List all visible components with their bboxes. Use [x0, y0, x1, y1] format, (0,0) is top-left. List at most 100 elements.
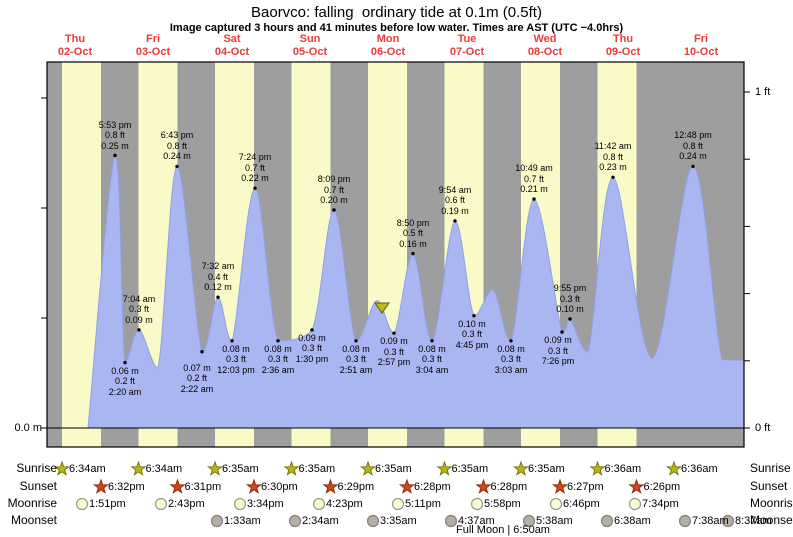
tide-point-dot	[276, 339, 280, 343]
moonset-time: 6:38am	[614, 515, 651, 527]
tide-label-line: 1:30 pm	[295, 353, 329, 364]
tide-label-line: 0.23 m	[599, 162, 627, 173]
moonrise-icon	[312, 497, 326, 511]
sunset-icon	[169, 478, 186, 494]
tide-point-dot	[113, 153, 117, 158]
tide-label-line: 0.09 m	[544, 335, 572, 346]
tide-label-line: 0.3 ft	[301, 343, 322, 354]
day-date: 08-Oct	[527, 45, 563, 58]
moon-phase-label: Full Moon | 6:50am	[456, 524, 550, 536]
tide-label-line: 0.8 ft	[166, 140, 187, 151]
current-tide-marker	[374, 302, 390, 314]
tide-label-line: 0.8 ft	[682, 140, 703, 151]
tide-label-line: 0.09 m	[380, 336, 408, 347]
sunrise-time: 6:36am	[681, 463, 718, 475]
sunset-icon	[322, 478, 339, 494]
tide-point-dot	[392, 331, 396, 335]
tide-low-label: 0.08 m 0.3 ft 12:03 pm	[191, 344, 281, 376]
astro-row-label-left-sunrise: Sunrise	[16, 461, 57, 475]
moonset-icon	[721, 514, 735, 528]
tide-point-dot	[310, 328, 314, 332]
sunset-time: 6:30pm	[261, 481, 298, 493]
moonset-icon	[366, 514, 380, 528]
day-name: Mon	[376, 33, 400, 45]
tide-label-line: 9:55 pm	[553, 283, 587, 293]
day-date: 03-Oct	[135, 45, 171, 58]
tide-label-line: 0.06 m	[111, 365, 139, 376]
day-date: 02-Oct	[57, 45, 93, 58]
sunset-time: 6:32pm	[108, 481, 145, 493]
tide-low-label: 0.06 m 0.2 ft 2:20 am	[80, 366, 170, 398]
sunrise-icon	[589, 460, 606, 476]
tide-label-line: 7:04 am	[122, 293, 156, 304]
tide-label-line: 12:48 pm	[674, 130, 712, 141]
sunrise-icon	[359, 460, 377, 476]
tide-label-line: 0.6 ft	[444, 195, 465, 206]
tide-low-label: 0.08 m 0.3 ft 2:36 am	[233, 344, 323, 376]
chart-title: Baorvco: falling ordinary tide at 0.1m (…	[251, 4, 542, 21]
sunrise-icon	[512, 460, 530, 476]
day-header: Fri 10-Oct	[666, 33, 736, 58]
moonset-icon	[522, 514, 536, 528]
day-name: Sat	[223, 33, 241, 45]
sunset-time: 6:29pm	[337, 481, 375, 493]
tide-label-line: 5:53 pm	[98, 119, 132, 130]
day-name: Fri	[693, 33, 709, 45]
day-header: Thu 09-Oct	[588, 33, 658, 58]
tide-label-line: 0.2 ft	[186, 373, 207, 384]
tide-label-line: 0.7 ft	[244, 162, 265, 173]
tide-label-line: 0.07 m	[183, 362, 211, 373]
astro-row-label-left-moonrise: Moonrise	[7, 496, 57, 510]
tide-low-label: 0.09 m 0.3 ft 1:30 pm	[267, 333, 357, 365]
tide-label-line: 0.3 ft	[421, 354, 442, 365]
tide-high-label: 6:43 pm 0.8 ft 0.24 m	[132, 130, 222, 162]
day-name: Fri	[145, 33, 161, 45]
tide-label-line: 0.8 ft	[602, 151, 623, 162]
sunset-icon	[92, 478, 110, 494]
tide-low-label: 0.07 m 0.2 ft 2:22 am	[152, 363, 242, 395]
moonrise-icon	[75, 497, 89, 511]
tide-label-line: 2:20 am	[108, 386, 142, 397]
sunrise-time: 6:35am	[375, 463, 412, 475]
tide-label-line: 0.16 m	[399, 238, 427, 249]
tide-label-line: 9:54 am	[438, 184, 472, 195]
sunset-icon	[628, 478, 645, 494]
astro-row-label-right-moonrise: Moonrise	[750, 496, 793, 510]
tide-high-label: 9:55 pm 0.3 ft 0.10 m	[525, 283, 615, 315]
day-name: Wed	[533, 33, 557, 45]
tide-label-line: 0.09 m	[298, 332, 326, 343]
tide-label-line: 0.2 ft	[114, 376, 135, 387]
moonset-time: 2:34am	[302, 515, 339, 527]
day-date: 10-Oct	[683, 45, 719, 58]
plot-border	[46, 61, 745, 448]
tide-label-line: 6:43 pm	[160, 130, 194, 141]
tide-point-dot	[430, 339, 434, 343]
tide-high-label: 7:04 am 0.3 ft 0.09 m	[94, 294, 184, 326]
sunset-time: 6:28pm	[414, 481, 451, 493]
moonrise-time: 7:34pm	[642, 498, 679, 510]
sunset-time: 6:31pm	[184, 481, 222, 493]
tide-label-line: 11:42 am	[594, 141, 632, 152]
day-date: 09-Oct	[605, 45, 641, 58]
day-date: 06-Oct	[370, 45, 406, 58]
tide-label-line: 0.4 ft	[207, 271, 228, 282]
tide-label-line: 0.10 m	[458, 318, 486, 329]
tide-label-line: 0.7 ft	[323, 184, 344, 195]
day-header: Sat 04-Oct	[197, 33, 267, 58]
moonrise-time: 2:43pm	[168, 498, 205, 510]
tide-label-line: 0.12 m	[204, 282, 232, 293]
tide-label-line: 0.3 ft	[345, 354, 366, 365]
moonset-time: 4:37am	[458, 515, 495, 527]
day-name: Sun	[299, 33, 321, 45]
sunrise-time: 6:35am	[528, 463, 565, 475]
moonrise-time: 5:58pm	[484, 498, 521, 510]
tide-low-label: 0.08 m 0.3 ft 3:04 am	[387, 344, 477, 376]
day-header: Tue 07-Oct	[432, 33, 502, 58]
day-header: Thu 02-Oct	[40, 33, 110, 58]
tide-point-dot	[691, 164, 695, 169]
tide-label-line: 3:04 am	[415, 364, 449, 375]
tide-point-dot	[560, 330, 564, 334]
astro-row-label-left-moonset: Moonset	[10, 513, 57, 527]
